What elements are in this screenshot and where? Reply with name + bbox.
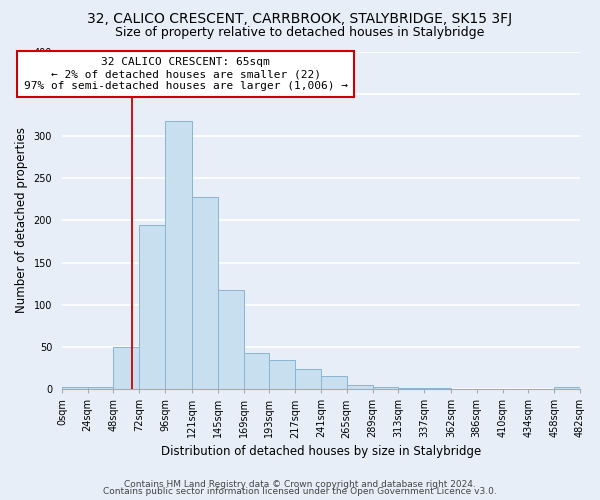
Bar — [295, 369, 321, 389]
Bar — [113, 347, 139, 389]
Bar — [244, 353, 269, 389]
Bar — [269, 360, 295, 389]
Bar — [347, 385, 373, 389]
Y-axis label: Number of detached properties: Number of detached properties — [15, 128, 28, 314]
Text: 32, CALICO CRESCENT, CARRBROOK, STALYBRIDGE, SK15 3FJ: 32, CALICO CRESCENT, CARRBROOK, STALYBRI… — [88, 12, 512, 26]
Bar — [165, 120, 192, 389]
Text: Contains public sector information licensed under the Open Government Licence v3: Contains public sector information licen… — [103, 487, 497, 496]
Bar — [218, 290, 244, 389]
Text: 32 CALICO CRESCENT: 65sqm
← 2% of detached houses are smaller (22)
97% of semi-d: 32 CALICO CRESCENT: 65sqm ← 2% of detach… — [23, 58, 347, 90]
Bar — [62, 388, 88, 389]
Bar — [88, 386, 113, 389]
Text: Contains HM Land Registry data © Crown copyright and database right 2024.: Contains HM Land Registry data © Crown c… — [124, 480, 476, 489]
Bar — [398, 388, 424, 389]
Bar — [373, 388, 398, 389]
Bar — [192, 196, 218, 389]
Text: Size of property relative to detached houses in Stalybridge: Size of property relative to detached ho… — [115, 26, 485, 39]
Bar — [554, 388, 580, 389]
Bar — [139, 224, 165, 389]
Bar — [424, 388, 451, 389]
X-axis label: Distribution of detached houses by size in Stalybridge: Distribution of detached houses by size … — [161, 444, 481, 458]
Bar — [321, 376, 347, 389]
